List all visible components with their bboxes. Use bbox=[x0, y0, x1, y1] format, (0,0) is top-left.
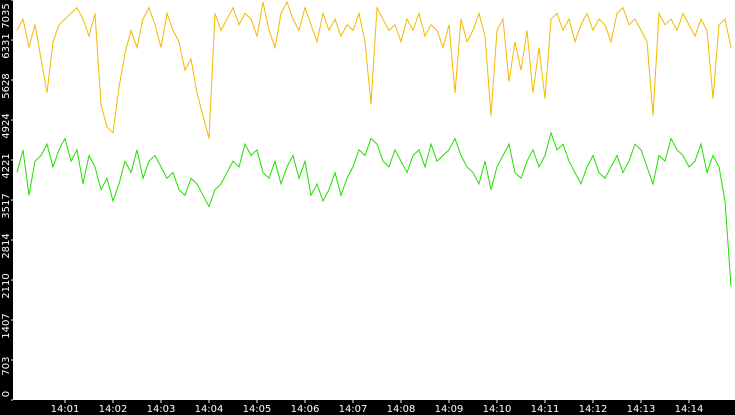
x-tick-label: 14:05 bbox=[243, 404, 272, 415]
x-tick-label: 14:13 bbox=[627, 404, 656, 415]
y-tick-label: 2110 bbox=[1, 273, 12, 298]
y-tick-label: 0 bbox=[1, 391, 12, 397]
x-tick-label: 14:12 bbox=[579, 404, 608, 415]
x-tick-label: 14:03 bbox=[147, 404, 176, 415]
y-tick-label: 3517 bbox=[1, 193, 12, 218]
y-tick-label: 2814 bbox=[1, 233, 12, 258]
y-tick-label: 4221 bbox=[1, 153, 12, 178]
y-tick-label: 703 bbox=[1, 356, 12, 375]
plot-area bbox=[13, 0, 735, 400]
series-line bbox=[16, 0, 732, 139]
series-line bbox=[16, 131, 732, 287]
x-tick-label: 14:01 bbox=[51, 404, 80, 415]
x-tick-label: 14:07 bbox=[339, 404, 368, 415]
x-tick-label: 14:11 bbox=[531, 404, 560, 415]
y-tick-label: 6331 bbox=[1, 33, 12, 58]
y-tick-label: 4924 bbox=[1, 113, 12, 138]
x-tick-label: 14:10 bbox=[483, 404, 512, 415]
y-tick-label: 7035 bbox=[1, 3, 12, 28]
x-tick-label: 14:09 bbox=[435, 404, 464, 415]
x-tick-label: 14:14 bbox=[675, 404, 704, 415]
x-tick-label: 14:06 bbox=[291, 404, 320, 415]
x-tick-label: 14:04 bbox=[195, 404, 224, 415]
y-tick-label: 1407 bbox=[1, 313, 12, 338]
y-tick-label: 5628 bbox=[1, 73, 12, 98]
x-tick-label: 14:02 bbox=[99, 404, 128, 415]
x-tick-label: 14:08 bbox=[387, 404, 416, 415]
